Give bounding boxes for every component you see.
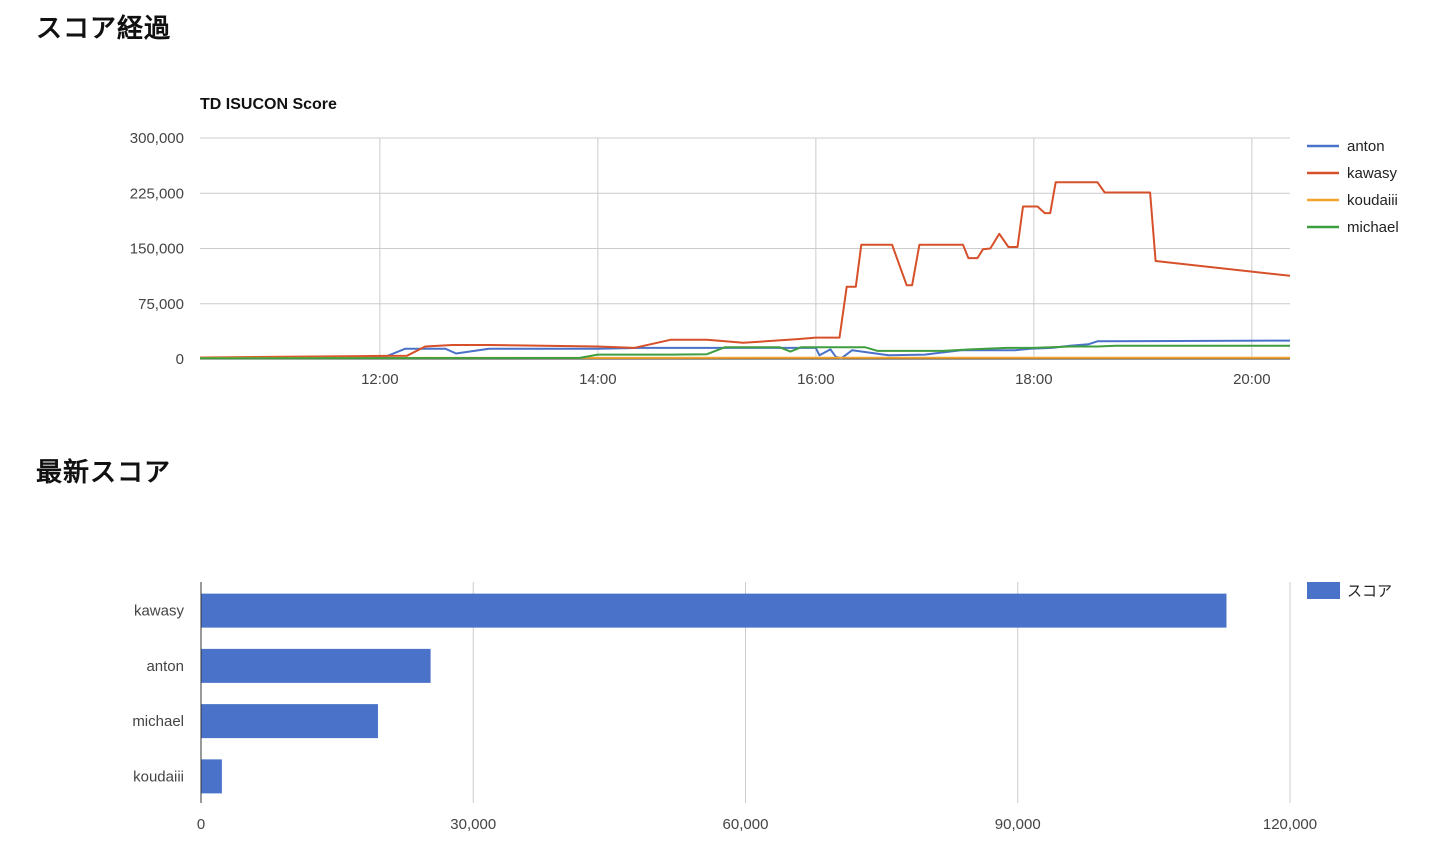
latest-score-heading: 最新スコア [36,458,172,488]
x-tick-label: 16:00 [797,371,835,388]
x-tick-label: 18:00 [1015,371,1053,388]
bar-kawasy [201,593,1227,628]
series-line-michael [199,344,1290,360]
bar-koudaiii [201,759,222,794]
x-tick-label: 12:00 [361,371,399,388]
y-tick-label: 75,000 [138,296,184,313]
series-line-kawasy [199,181,1291,359]
legend-label-michael: michael [1347,219,1399,236]
bar-michael [201,704,378,739]
category-label: anton [146,658,184,675]
x-tick-label: 14:00 [579,371,617,388]
x-tick-label: 60,000 [723,816,769,833]
x-tick-label: 30,000 [450,816,496,833]
legend-label-score: スコア [1347,583,1392,600]
legend-label-koudaiii: koudaiii [1347,192,1398,209]
legend-swatch-score [1307,582,1340,599]
x-tick-label: 0 [197,816,205,833]
category-label: kawasy [134,603,185,620]
y-tick-label: 300,000 [130,130,184,147]
category-label: michael [132,713,184,730]
x-tick-label: 90,000 [995,816,1041,833]
category-label: koudaiii [133,768,184,785]
y-tick-label: 150,000 [130,241,184,258]
x-tick-label: 120,000 [1263,816,1317,833]
bar-anton [201,648,431,683]
legend-label-anton: anton [1347,138,1385,155]
score-history-line-chart: TD ISUCON Score 0 75,000 150,000 225,000 300,… [130,96,1399,388]
y-tick-label: 0 [176,351,184,368]
y-tick-label: 225,000 [130,185,184,202]
chart-title: TD ISUCON Score [200,96,337,113]
score-history-heading: スコア経過 [36,14,172,44]
legend-label-kawasy: kawasy [1347,165,1398,182]
x-tick-label: 20:00 [1233,371,1271,388]
